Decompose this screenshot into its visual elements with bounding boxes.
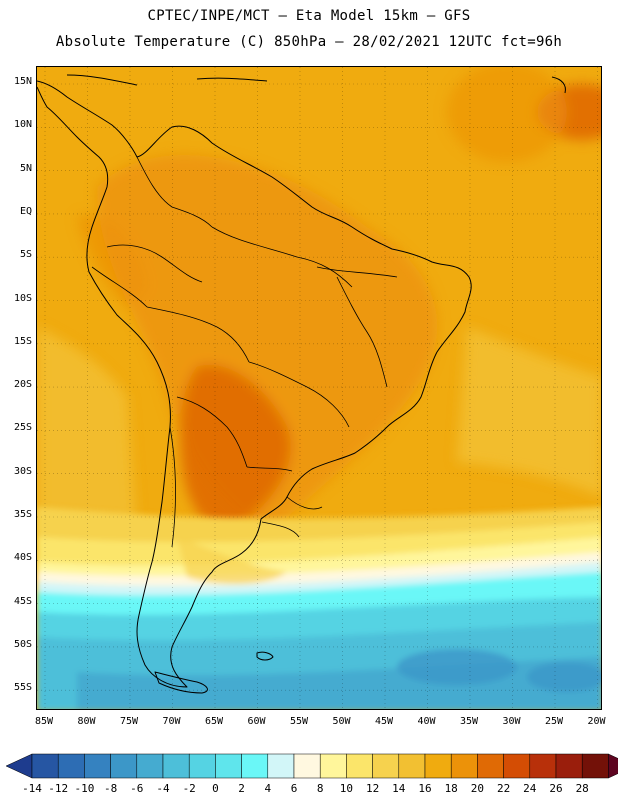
- colorbar-tick-label: -8: [103, 782, 118, 795]
- colorbar-tick-label: 24: [523, 782, 537, 795]
- latitude-label: 25S: [13, 422, 32, 434]
- longitude-label: 30W: [502, 716, 521, 727]
- colorbar-swatch: [241, 753, 269, 779]
- coastlines: [37, 74, 566, 694]
- colorbar-tick-label: 12: [365, 782, 380, 795]
- longitude-label: 35W: [459, 716, 479, 727]
- colorbar-swatch: [450, 753, 478, 779]
- colorbar-max-arrow: [608, 753, 618, 779]
- colorbar-swatch: [581, 753, 609, 779]
- longitude-label: 45W: [374, 716, 394, 727]
- colorbar-swatch: [57, 753, 85, 779]
- longitude-label: 80W: [77, 716, 96, 727]
- colorbar-tick-label: 20: [470, 782, 485, 795]
- colorbar-swatch: [424, 753, 452, 779]
- latitude-label: EQ: [19, 205, 32, 217]
- colorbar-tick-label: -14: [22, 782, 42, 795]
- colorbar-tick-label: 6: [290, 782, 298, 795]
- latitude-label: 45S: [13, 595, 32, 607]
- longitude-label: 70W: [162, 716, 181, 727]
- colorbar-tick-label: 10: [339, 782, 354, 795]
- longitude-label: 25W: [544, 716, 564, 727]
- colorbar-tick-label: -12: [48, 782, 69, 795]
- colorbar-tick-label: 26: [549, 782, 563, 795]
- colorbar-min-arrow: [5, 753, 33, 779]
- colorbar-swatch: [31, 753, 59, 779]
- longitude-label: 75W: [119, 716, 139, 727]
- colorbar-tick-label: -4: [156, 782, 170, 795]
- map-panel: [36, 66, 602, 710]
- longitude-label: 55W: [289, 716, 309, 727]
- colorbar-tick-label: -10: [74, 782, 95, 795]
- colorbar-tick-label: 8: [316, 782, 324, 795]
- colorbar: [5, 753, 618, 779]
- latitude-label: 15S: [13, 335, 32, 347]
- colorbar-tick-label: 16: [418, 782, 432, 795]
- title-line-2: Absolute Temperature (C) 850hPa – 28/02/…: [55, 34, 563, 50]
- colorbar-tick-label: 18: [444, 782, 458, 795]
- title-line-1: CPTEC/INPE/MCT – Eta Model 15km – GFS: [147, 8, 471, 24]
- colorbar-swatch: [503, 753, 531, 779]
- colorbar-tick-label: 0: [212, 782, 219, 795]
- colorbar-swatch: [529, 753, 557, 779]
- longitude-label: 60W: [247, 716, 266, 727]
- colorbar-swatch: [398, 753, 426, 779]
- colorbar-swatch: [110, 753, 138, 779]
- latitude-label: 20S: [13, 379, 32, 391]
- colorbar-swatch: [162, 753, 190, 779]
- colorbar-swatch: [215, 753, 242, 779]
- colorbar-tick-label: 28: [575, 782, 589, 795]
- colorbar-swatch: [346, 753, 373, 779]
- colorbar-swatch: [477, 753, 504, 779]
- longitude-label: 85W: [34, 716, 54, 727]
- colorbar-swatch: [372, 753, 400, 779]
- colorbar-tick-label: -2: [182, 782, 196, 795]
- graticule: [37, 67, 601, 709]
- longitude-label: 20W: [587, 716, 606, 727]
- longitude-label: 40W: [417, 716, 436, 727]
- colorbar-swatch: [319, 753, 347, 779]
- latitude-label: 50S: [13, 638, 32, 650]
- latitude-label: 5N: [19, 162, 32, 174]
- colorbar-tick-label: -6: [130, 782, 144, 795]
- colorbar-tick-label: 14: [392, 782, 406, 795]
- latitude-label: 55S: [13, 682, 32, 694]
- latitude-label: 35S: [13, 509, 32, 520]
- latitude-label: 10N: [13, 119, 32, 131]
- southern-gradient: [37, 507, 601, 709]
- colorbar-swatch: [267, 753, 295, 779]
- colorbar-swatch: [555, 753, 583, 779]
- latitude-label: 30S: [13, 465, 32, 477]
- latitude-label: 5S: [19, 249, 32, 261]
- colorbar-swatch: [188, 753, 216, 779]
- country-borders: [91, 156, 398, 548]
- colorbar-tick-label: 4: [264, 782, 272, 795]
- colorbar-swatch: [84, 753, 111, 779]
- longitude-label: 50W: [332, 716, 351, 727]
- colorbar-tick-label: 2: [238, 782, 245, 795]
- colorbar-swatch: [293, 753, 321, 779]
- colorbar-tick-label: 22: [496, 782, 511, 795]
- latitude-label: 10S: [13, 292, 32, 304]
- longitude-label: 65W: [204, 716, 224, 727]
- latitude-label: 40S: [13, 552, 32, 564]
- temperature-shading: [37, 67, 601, 537]
- temperature-map: [37, 67, 601, 709]
- colorbar-swatch: [136, 753, 164, 779]
- latitude-label: 15N: [13, 76, 32, 87]
